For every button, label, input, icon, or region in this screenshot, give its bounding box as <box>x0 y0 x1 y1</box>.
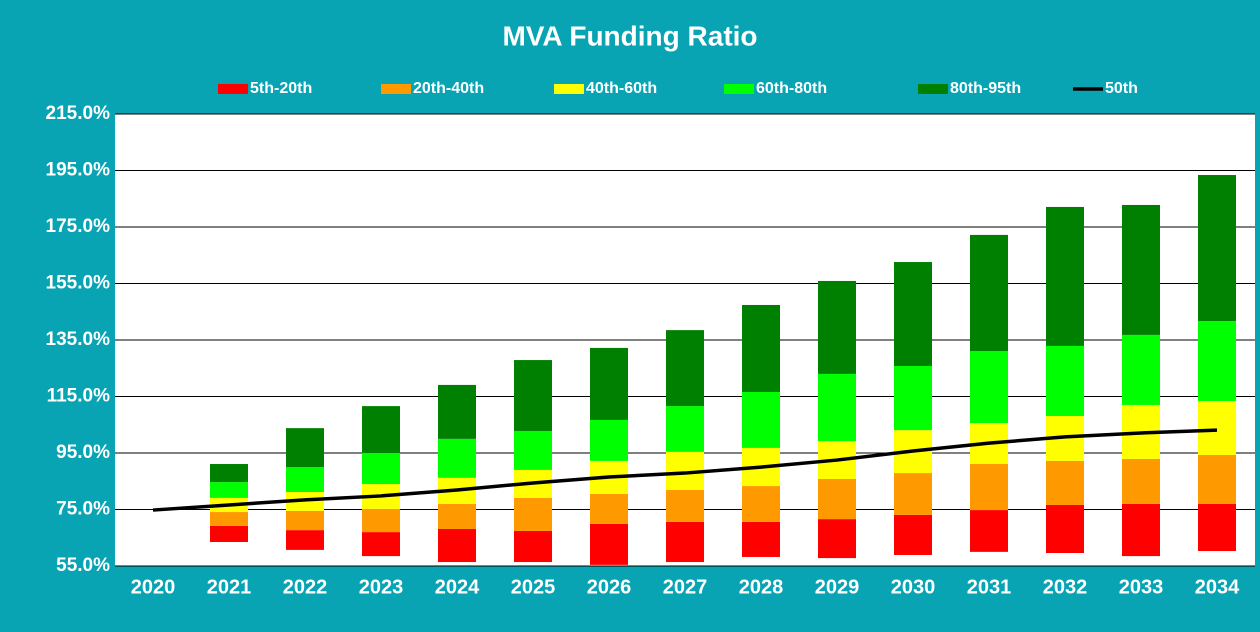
bar-segment <box>362 508 400 533</box>
legend-swatch <box>381 84 411 94</box>
x-tick-label: 2023 <box>359 576 404 598</box>
bar-segment <box>514 430 552 470</box>
bar-segment <box>286 467 324 492</box>
x-tick-label: 2029 <box>815 576 860 598</box>
bar-segment <box>1046 460 1084 505</box>
bar-segment <box>286 428 324 468</box>
bar-segment <box>514 497 552 531</box>
bar-segment <box>1046 345 1084 416</box>
bar-segment <box>742 521 780 557</box>
bar-segment <box>970 510 1008 552</box>
bar-segment <box>438 384 476 439</box>
y-tick-label: 215.0% <box>46 103 111 124</box>
bar-segment <box>666 406 704 452</box>
bar-segment <box>818 478 856 520</box>
bar-segment <box>894 365 932 431</box>
bar-segment <box>666 330 704 407</box>
bar-segment <box>970 351 1008 424</box>
y-tick-label: 75.0% <box>56 499 110 520</box>
x-tick-label: 2033 <box>1119 576 1164 598</box>
bar-segment <box>742 486 780 522</box>
legend-label: 20th-40th <box>413 80 484 97</box>
chart-title: MVA Funding Ratio <box>502 20 757 51</box>
bar-segment <box>438 438 476 478</box>
x-tick-label: 2031 <box>967 576 1012 598</box>
x-tick-label: 2026 <box>587 576 632 598</box>
bar-segment <box>1122 334 1160 405</box>
legend-label: 5th-20th <box>250 80 312 97</box>
y-tick-label: 155.0% <box>46 273 111 294</box>
bar-segment <box>666 521 704 563</box>
bar-segment <box>1122 204 1160 335</box>
x-tick-label: 2021 <box>207 576 252 598</box>
bar-segment <box>1198 175 1236 322</box>
bar-segment <box>210 512 248 526</box>
bar-segment <box>590 419 628 461</box>
bar-segment <box>362 406 400 453</box>
bar-segment <box>666 490 704 522</box>
x-tick-label: 2024 <box>435 576 480 598</box>
x-tick-label: 2030 <box>891 576 936 598</box>
bar-segment <box>362 532 400 557</box>
bar-segment <box>514 530 552 563</box>
bar-segment <box>514 360 552 431</box>
bar-segment <box>1198 401 1236 455</box>
bar-segment <box>742 304 780 392</box>
bar-segment <box>1122 503 1160 557</box>
bar-segment <box>894 514 932 555</box>
bar-segment <box>894 473 932 515</box>
y-tick-label: 55.0% <box>56 555 110 576</box>
bar-segment <box>1198 454 1236 504</box>
y-tick-label: 195.0% <box>46 160 111 181</box>
x-tick-label: 2020 <box>131 576 176 598</box>
x-tick-label: 2027 <box>663 576 708 598</box>
line-series <box>152 428 1218 512</box>
bar-segment <box>590 523 628 565</box>
bar-segment <box>894 262 932 366</box>
y-tick-label: 135.0% <box>46 329 111 350</box>
legend-swatch <box>724 84 754 94</box>
bar-segment <box>210 525 248 542</box>
bar-segment <box>970 464 1008 511</box>
legend-label: 40th-60th <box>586 80 657 97</box>
legend-label: 60th-80th <box>756 80 827 97</box>
y-tick-label: 175.0% <box>46 216 111 237</box>
bar-segment <box>210 482 248 498</box>
bar-segment <box>742 391 780 448</box>
bar-segment <box>590 347 628 420</box>
bar-segment <box>286 510 324 531</box>
bar-segment <box>438 528 476 563</box>
legend-label: 50th <box>1105 80 1138 97</box>
bar-segment <box>286 530 324 550</box>
bar-segment <box>818 280 856 374</box>
bar-segment <box>818 373 856 442</box>
legend-swatch <box>554 84 584 94</box>
bar-segment <box>970 234 1008 352</box>
x-tick-label: 2032 <box>1043 576 1088 598</box>
bar-segment <box>1122 458 1160 504</box>
legend-swatch <box>918 84 948 94</box>
bar-segment <box>438 503 476 529</box>
x-tick-label: 2022 <box>283 576 328 598</box>
legend-swatch <box>218 84 248 94</box>
bar-segment <box>1046 206 1084 346</box>
bar-segment <box>1046 504 1084 554</box>
y-tick-label: 95.0% <box>56 442 110 463</box>
legend-label: 80th-95th <box>950 80 1021 97</box>
bar-segment <box>1198 321 1236 402</box>
x-tick-label: 2025 <box>511 576 556 598</box>
bar-segment <box>590 493 628 524</box>
bar-segment <box>362 453 400 485</box>
bar-segment <box>1198 503 1236 552</box>
y-tick-label: 115.0% <box>47 386 110 407</box>
x-tick-label: 2028 <box>739 576 784 598</box>
bar-segment <box>210 464 248 483</box>
bar-segment <box>818 519 856 559</box>
x-tick-label: 2034 <box>1195 576 1240 598</box>
